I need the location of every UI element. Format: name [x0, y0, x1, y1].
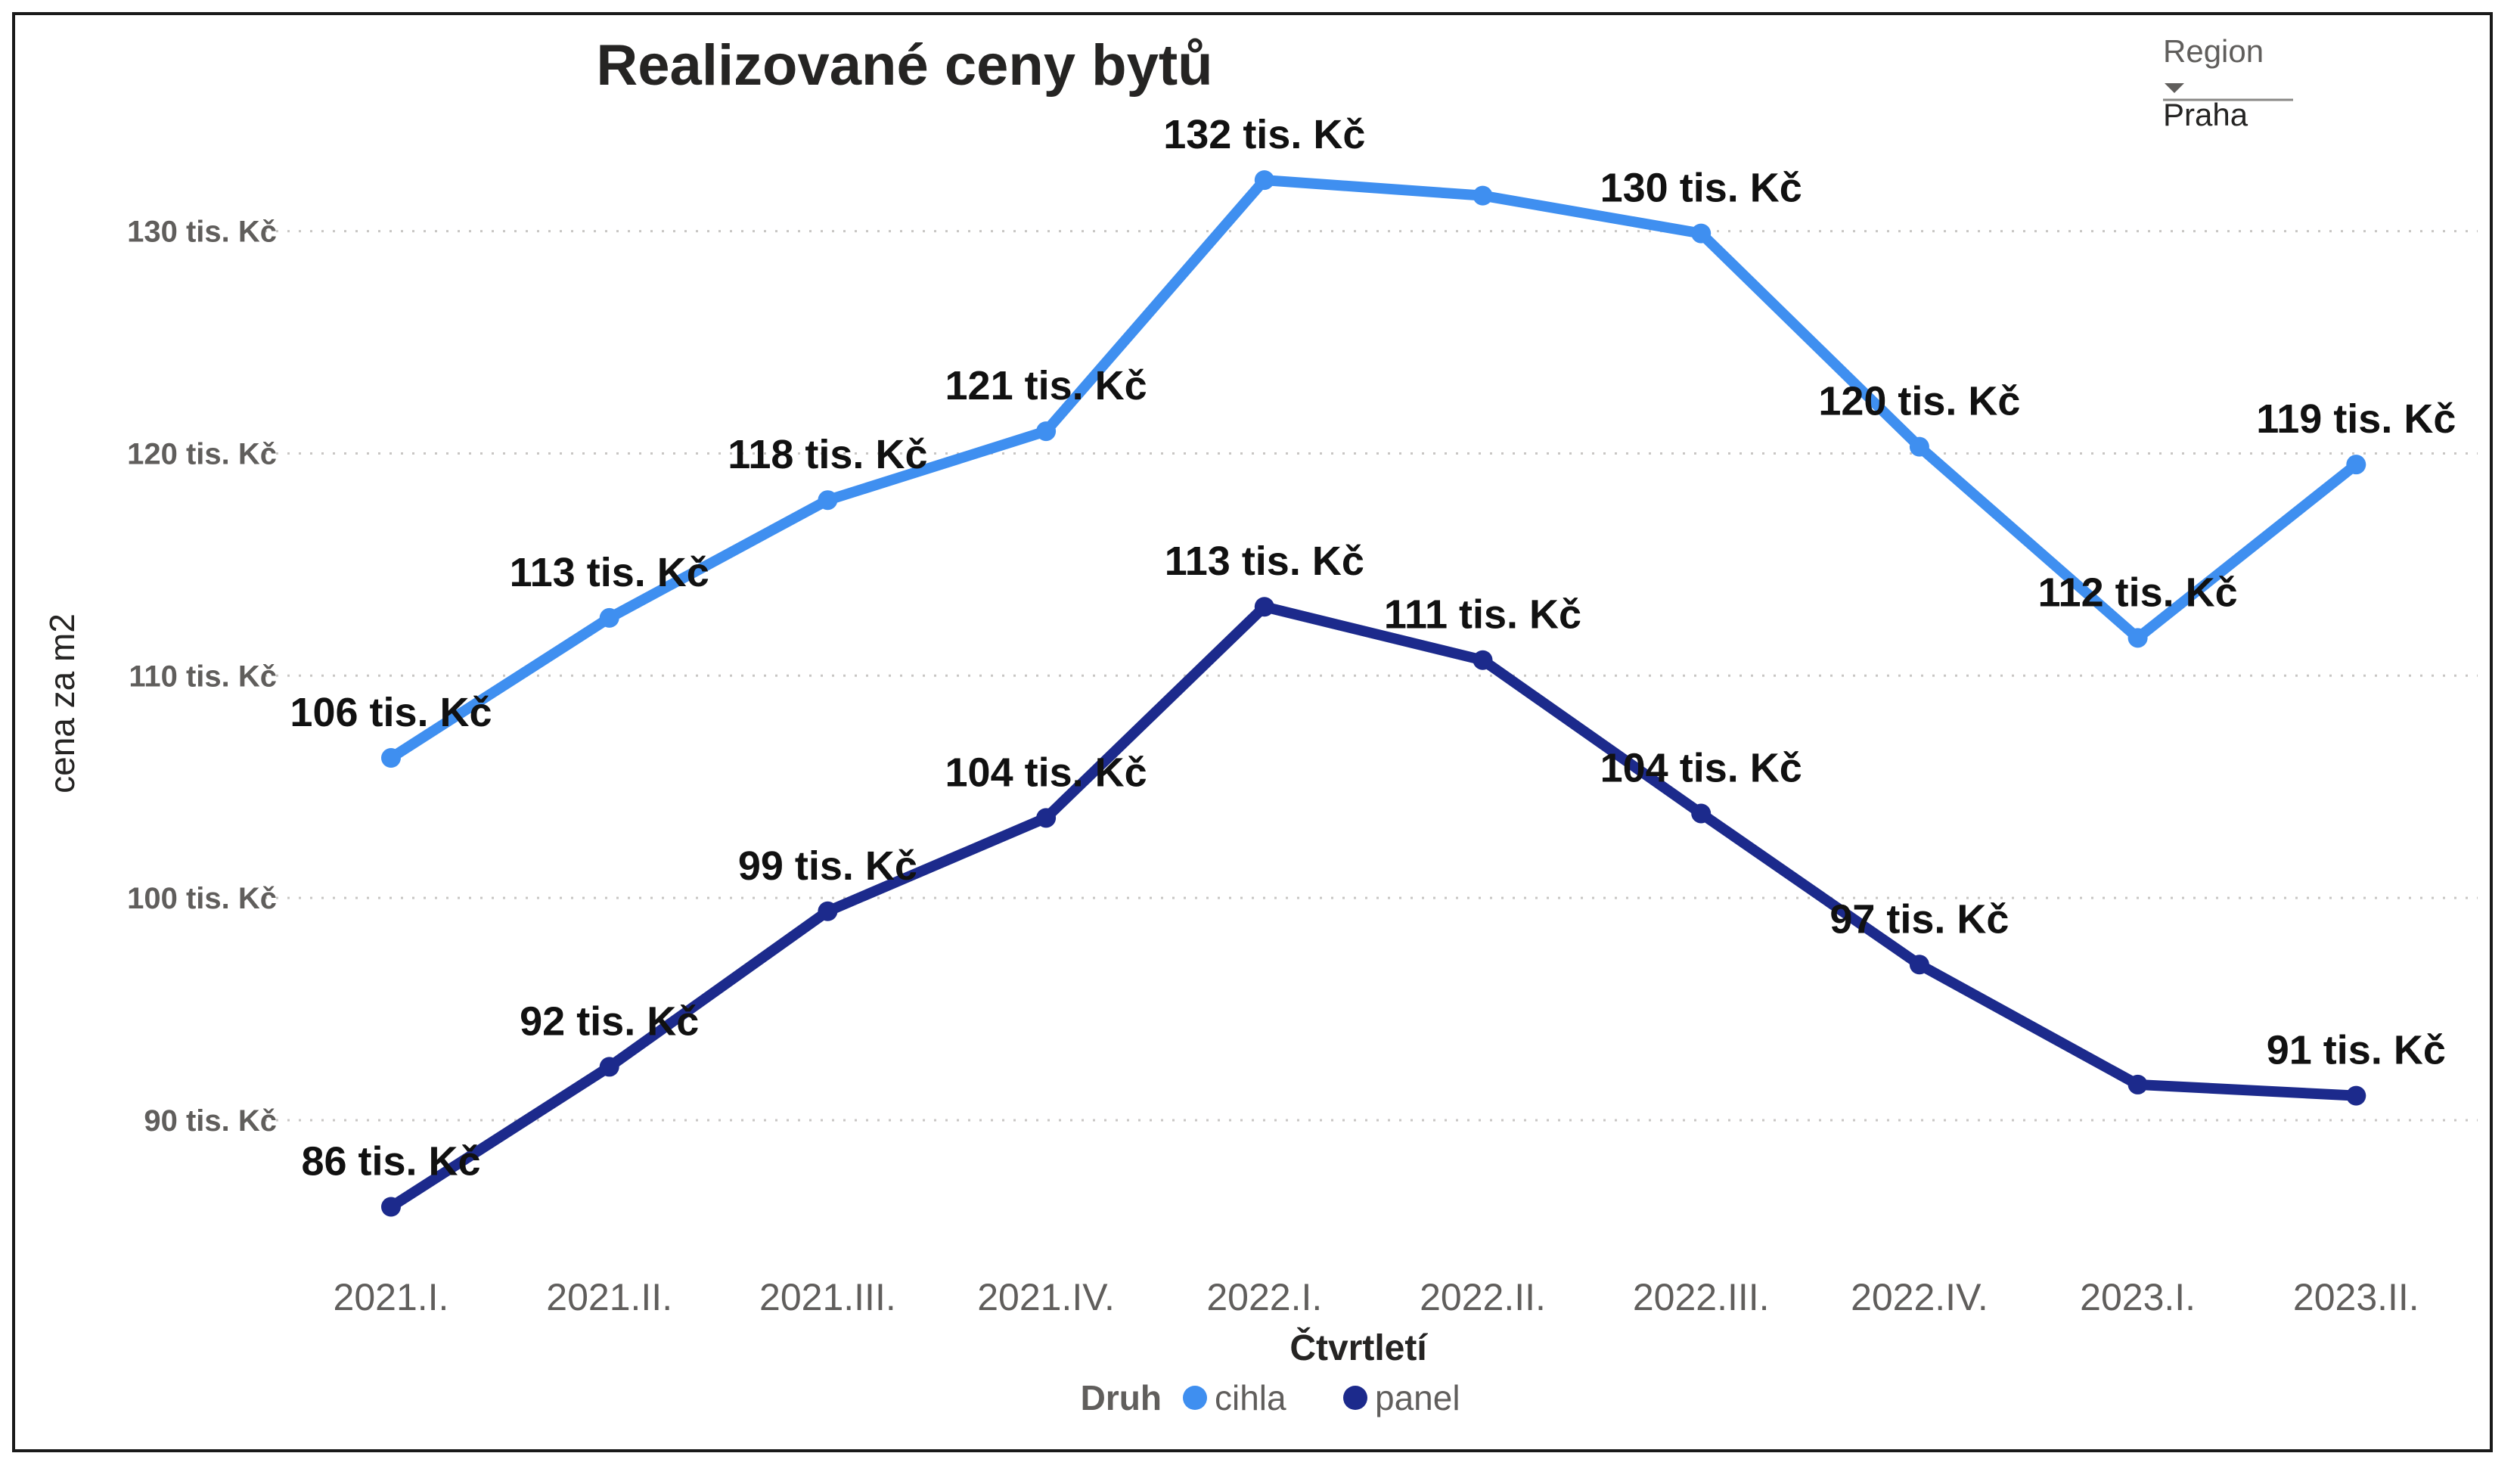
y-tick-label: 100 tis. Kč	[127, 882, 277, 915]
gridlines	[265, 230, 2478, 1122]
data-labels: 106 tis. Kč 113 tis. Kč 118 tis. Kč 121 tis…	[290, 112, 2456, 1184]
data-point-cihla[interactable]	[1036, 421, 1057, 442]
x-tick-label: 2022.IV.	[1851, 1276, 1988, 1318]
x-tick-label: 2022.III.	[1633, 1276, 1770, 1318]
legend-marker-cihla	[1183, 1386, 1207, 1410]
data-label-cihla: 113 tis. Kč	[510, 550, 709, 595]
data-point-panel[interactable]	[2346, 1085, 2366, 1106]
data-label-cihla: 121 tis. Kč	[945, 363, 1147, 408]
y-tick-label: 90 tis. Kč	[144, 1104, 277, 1138]
slicer-title: Region	[2163, 33, 2264, 69]
data-label-panel: 97 tis. Kč	[1829, 896, 2009, 942]
data-label-panel: 99 tis. Kč	[738, 843, 917, 889]
data-point-panel[interactable]	[599, 1057, 619, 1077]
series-line-panel	[386, 601, 2362, 1212]
series	[381, 170, 2366, 1217]
x-tick-label: 2021.I.	[334, 1276, 449, 1318]
data-point-panel[interactable]	[1254, 597, 1274, 617]
chevron-down-icon[interactable]	[2165, 83, 2184, 93]
data-label-panel: 111 tis. Kč	[1384, 592, 1581, 638]
series-line-cihla	[386, 175, 2362, 764]
data-point-panel[interactable]	[2127, 1074, 2148, 1094]
data-point-panel[interactable]	[381, 1197, 401, 1217]
data-label-cihla: 119 tis. Kč	[2256, 396, 2456, 442]
data-point-cihla[interactable]	[818, 490, 838, 511]
data-label-cihla: 112 tis. Kč	[2038, 570, 2238, 615]
x-tick-label: 2021.IV.	[977, 1276, 1115, 1318]
data-point-cihla[interactable]	[1254, 170, 1274, 191]
x-tick-label: 2021.III.	[759, 1276, 896, 1318]
x-axis: 2021.I. 2021.II. 2021.III. 2021.IV. 2022.I. 2…	[334, 1276, 2419, 1318]
data-point-cihla[interactable]	[2346, 455, 2366, 475]
data-point-cihla[interactable]	[381, 748, 401, 768]
x-tick-label: 2022.II.	[1420, 1276, 1546, 1318]
legend-title: Druh	[1081, 1378, 1162, 1417]
data-point-cihla[interactable]	[2127, 628, 2148, 648]
data-point-panel[interactable]	[1473, 650, 1493, 670]
data-label-cihla: 106 tis. Kč	[290, 690, 492, 735]
chart-frame: Realizované ceny bytů Region Praha 90 ti…	[12, 12, 2493, 1452]
x-tick-label: 2022.I.	[1206, 1276, 1322, 1318]
data-label-cihla: 132 tis. Kč	[1163, 112, 1365, 157]
data-label-panel: 104 tis. Kč	[1600, 745, 1802, 790]
data-point-cihla[interactable]	[1691, 223, 1712, 244]
data-label-panel: 92 tis. Kč	[520, 998, 699, 1044]
y-axis-title: cena za m2	[42, 613, 82, 793]
x-tick-label: 2023.II.	[2293, 1276, 2419, 1318]
region-slicer[interactable]: Region Praha	[2163, 33, 2293, 132]
slicer-value[interactable]: Praha	[2163, 97, 2248, 132]
data-label-panel: 104 tis. Kč	[945, 750, 1147, 795]
data-point-cihla[interactable]	[599, 607, 619, 628]
data-label-panel: 91 tis. Kč	[2267, 1028, 2446, 1073]
x-tick-label: 2023.I.	[2080, 1276, 2196, 1318]
data-point-panel[interactable]	[1909, 955, 1929, 975]
y-tick-label: 120 tis. Kč	[127, 437, 277, 470]
legend: Druh cihla panel	[1081, 1378, 1460, 1417]
y-axis: 90 tis. Kč 100 tis. Kč 110 tis. Kč 120 tis.…	[127, 216, 277, 1138]
legend-label-cihla: cihla	[1215, 1378, 1286, 1417]
data-label-cihla: 130 tis. Kč	[1600, 166, 1802, 211]
y-tick-label: 110 tis. Kč	[129, 660, 277, 693]
data-point-panel[interactable]	[1036, 808, 1057, 828]
x-tick-label: 2021.II.	[546, 1276, 672, 1318]
legend-marker-panel	[1343, 1386, 1367, 1410]
x-axis-title: Čtvrtletí	[1289, 1327, 1428, 1368]
legend-label-panel: panel	[1375, 1378, 1460, 1417]
data-point-cihla[interactable]	[1473, 185, 1493, 206]
data-label-cihla: 120 tis. Kč	[1818, 379, 2020, 424]
data-label-panel: 86 tis. Kč	[301, 1139, 480, 1184]
data-point-panel[interactable]	[1691, 803, 1712, 824]
data-label-panel: 113 tis. Kč	[1165, 539, 1364, 584]
line-chart: Realizované ceny bytů Region Praha 90 ti…	[42, 33, 2478, 1417]
y-tick-label: 130 tis. Kč	[127, 216, 277, 249]
chart-title: Realizované ceny bytů	[596, 33, 1212, 98]
data-label-cihla: 118 tis. Kč	[728, 432, 927, 477]
data-point-cihla[interactable]	[1909, 436, 1929, 457]
data-point-panel[interactable]	[818, 901, 838, 921]
